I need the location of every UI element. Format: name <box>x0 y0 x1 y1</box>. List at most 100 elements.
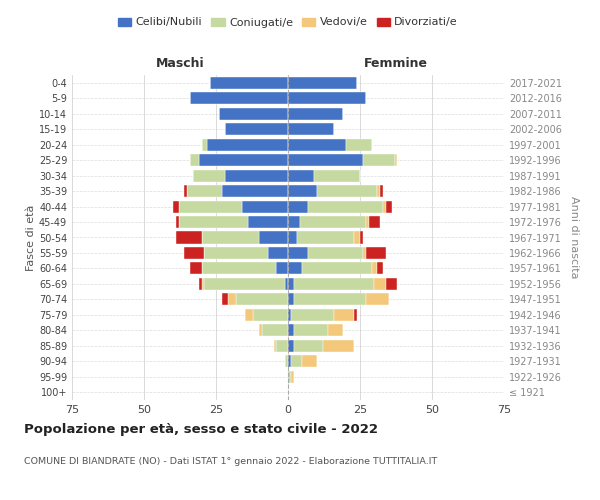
Bar <box>288 200 308 212</box>
Bar <box>317 185 377 197</box>
Bar <box>285 278 288 290</box>
Bar <box>277 262 288 274</box>
Bar <box>184 185 187 197</box>
Bar <box>395 154 397 166</box>
Bar <box>285 356 288 368</box>
Bar <box>224 170 288 181</box>
Bar <box>202 232 259 243</box>
Bar <box>288 170 314 181</box>
Bar <box>176 232 202 243</box>
Bar <box>253 309 288 321</box>
Bar <box>291 371 294 383</box>
Bar <box>291 356 302 368</box>
Bar <box>363 247 366 259</box>
Bar <box>288 92 366 104</box>
Bar <box>222 185 288 197</box>
Bar <box>377 185 380 197</box>
Bar <box>222 294 227 306</box>
Bar <box>288 138 346 150</box>
Bar <box>190 262 202 274</box>
Bar <box>323 340 354 352</box>
Bar <box>199 154 288 166</box>
Bar <box>193 170 224 181</box>
Text: Maschi: Maschi <box>155 58 205 70</box>
Legend: Celibi/Nubili, Coniugati/e, Vedovi/e, Divorziati/e: Celibi/Nubili, Coniugati/e, Vedovi/e, Di… <box>113 13 463 32</box>
Bar <box>288 294 294 306</box>
Bar <box>386 200 392 212</box>
Bar <box>366 216 368 228</box>
Bar <box>377 262 383 274</box>
Bar <box>262 324 288 336</box>
Bar <box>259 324 262 336</box>
Bar <box>294 278 374 290</box>
Bar <box>288 123 334 135</box>
Bar <box>346 138 371 150</box>
Bar <box>383 200 386 212</box>
Y-axis label: Anni di nascita: Anni di nascita <box>569 196 578 279</box>
Bar <box>302 356 317 368</box>
Bar <box>360 232 363 243</box>
Bar <box>274 340 277 352</box>
Bar <box>291 309 334 321</box>
Bar <box>288 76 357 89</box>
Text: Femmine: Femmine <box>364 58 428 70</box>
Bar <box>277 340 288 352</box>
Bar <box>380 185 383 197</box>
Bar <box>288 371 291 383</box>
Bar <box>294 340 323 352</box>
Bar <box>219 108 288 120</box>
Bar <box>368 216 380 228</box>
Bar <box>314 170 360 181</box>
Bar <box>288 262 302 274</box>
Bar <box>334 309 354 321</box>
Bar <box>374 278 386 290</box>
Bar <box>187 185 222 197</box>
Bar <box>296 232 354 243</box>
Bar <box>308 247 363 259</box>
Bar <box>308 200 383 212</box>
Bar <box>288 356 291 368</box>
Bar <box>371 262 377 274</box>
Bar <box>176 216 179 228</box>
Bar <box>242 200 288 212</box>
Bar <box>288 324 294 336</box>
Bar <box>179 216 248 228</box>
Text: COMUNE DI BIANDRATE (NO) - Dati ISTAT 1° gennaio 2022 - Elaborazione TUTTITALIA.: COMUNE DI BIANDRATE (NO) - Dati ISTAT 1°… <box>24 458 437 466</box>
Bar <box>386 278 397 290</box>
Bar <box>259 232 288 243</box>
Bar <box>288 340 294 352</box>
Bar <box>190 92 288 104</box>
Bar <box>199 278 202 290</box>
Bar <box>299 216 366 228</box>
Bar <box>366 294 389 306</box>
Bar <box>294 324 328 336</box>
Bar <box>288 232 296 243</box>
Bar <box>288 108 343 120</box>
Y-axis label: Fasce di età: Fasce di età <box>26 204 36 270</box>
Text: Popolazione per età, sesso e stato civile - 2022: Popolazione per età, sesso e stato civil… <box>24 422 378 436</box>
Bar <box>288 247 308 259</box>
Bar <box>288 309 291 321</box>
Bar <box>363 154 395 166</box>
Bar <box>354 232 360 243</box>
Bar <box>202 138 208 150</box>
Bar <box>245 309 253 321</box>
Bar <box>224 123 288 135</box>
Bar <box>205 247 268 259</box>
Bar <box>202 278 205 290</box>
Bar <box>248 216 288 228</box>
Bar <box>302 262 371 274</box>
Bar <box>184 247 205 259</box>
Bar <box>179 200 242 212</box>
Bar <box>288 278 294 290</box>
Bar <box>288 185 317 197</box>
Bar <box>354 309 357 321</box>
Bar <box>210 76 288 89</box>
Bar <box>173 200 179 212</box>
Bar <box>366 247 386 259</box>
Bar <box>205 278 285 290</box>
Bar <box>268 247 288 259</box>
Bar <box>294 294 366 306</box>
Bar <box>288 216 299 228</box>
Bar <box>208 138 288 150</box>
